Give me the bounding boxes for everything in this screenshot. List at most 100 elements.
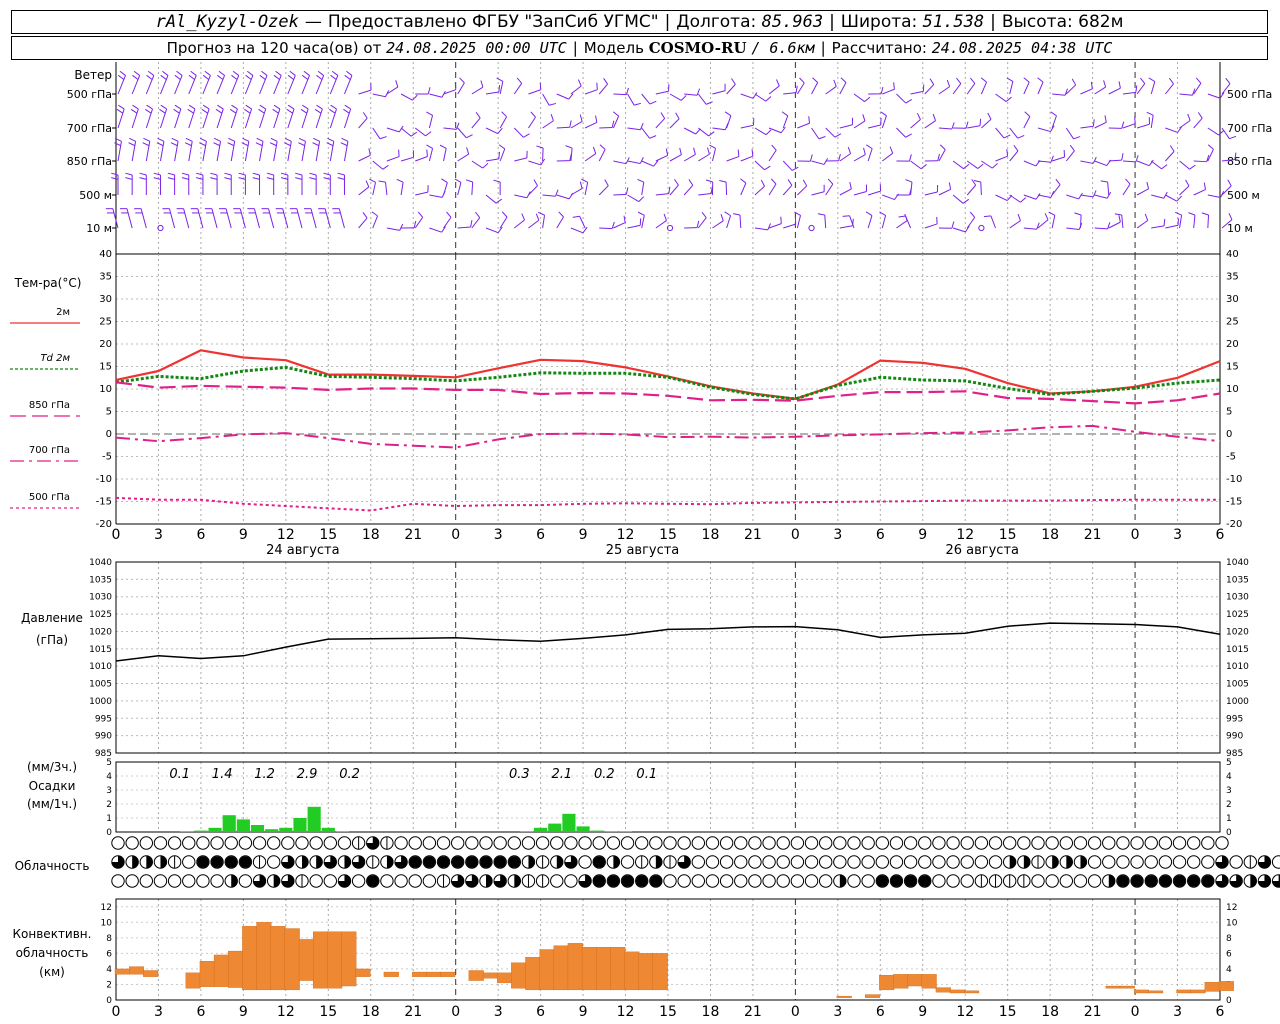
cloud-cover-symbol [621, 875, 634, 887]
wind-barb-feather [275, 70, 282, 76]
wind-barb-feather [129, 137, 136, 142]
wind-calm-marker [978, 224, 985, 232]
wind-barb [938, 86, 950, 95]
conv-cloud-bar [553, 945, 569, 991]
wind-barb-feather [1006, 77, 1014, 82]
wind-barb [485, 227, 499, 234]
cloud-cover-symbol [316, 855, 323, 869]
pressure-ytick: 1030 [89, 593, 112, 603]
cloud-cover-symbol [1017, 836, 1031, 850]
cloud-cover-symbol [1158, 855, 1173, 869]
wind-barb [1221, 185, 1232, 196]
wind-barb-feather [637, 211, 645, 216]
wind-barb-feather [695, 128, 701, 135]
cloud-cover-symbol [465, 836, 479, 850]
conv-xtick: 12 [956, 1004, 974, 1020]
wind-barb-feather [920, 164, 927, 170]
wind-barb [811, 191, 825, 196]
wind-barb-feather [114, 137, 122, 142]
precip-bar [576, 826, 590, 832]
temp-xtick: 21 [744, 527, 762, 543]
wind-barb [400, 156, 414, 162]
wind-barb-feather [242, 137, 250, 142]
wind-barb [216, 108, 224, 129]
wind-barb-feather [898, 215, 906, 218]
wind-barb [117, 108, 125, 129]
cloud-cover-symbol [1215, 874, 1229, 888]
cloud-cover-symbol [211, 856, 223, 868]
wind-barb [1094, 121, 1107, 129]
wind-barb-feather [337, 172, 345, 176]
cloud-cover-symbol [620, 855, 635, 869]
wind-barb [1193, 117, 1203, 129]
wind-barb [244, 75, 254, 95]
cloud-cover-symbol [182, 874, 196, 888]
wind-barb [1009, 81, 1014, 95]
conv-cloud-bar [1176, 989, 1192, 994]
wind-barb-feather [555, 189, 559, 197]
wind-barb [1108, 159, 1122, 162]
cloud-cover-symbol [1108, 874, 1115, 888]
cloud-cover-symbol [620, 836, 635, 850]
wind-barb-feather [369, 178, 376, 183]
wind-barb-feather [1055, 178, 1061, 186]
wind-barb [415, 191, 429, 196]
cloud-cover-symbol [790, 855, 805, 869]
wind-barb-feather [530, 111, 536, 118]
cloud-cover-symbol [932, 836, 946, 850]
wind-barb-feather [595, 115, 598, 123]
wind-barb-feather [611, 221, 615, 229]
cloud-cover-symbol [352, 855, 365, 869]
wind-barb [443, 89, 456, 95]
cloud-cover-symbol [1173, 875, 1186, 887]
wind-level-label-right: 850 гПа [1227, 155, 1272, 168]
wind-barb [641, 215, 645, 229]
cloud-cover-symbol [1215, 855, 1229, 869]
wind-barb-feather [653, 160, 659, 167]
cloud-cover-symbol [111, 836, 125, 850]
wind-barb-feather [362, 112, 368, 119]
wind-barb-feather [1048, 211, 1056, 216]
temp-ytick: 40 [99, 249, 112, 260]
wind-barb [570, 188, 583, 196]
precip-bar [250, 825, 265, 832]
cloud-cover-symbol [132, 855, 139, 869]
wind-barb-feather [495, 198, 503, 204]
wind-barb [443, 148, 447, 162]
wind-barb-feather [493, 179, 501, 183]
wind-barb-feather [497, 226, 503, 233]
cloud-cover-symbol [366, 836, 379, 850]
temp-axis-title: Тем-ра(°C) [14, 276, 82, 290]
wind-barb-feather [480, 80, 484, 88]
cloud-cover-symbol [818, 874, 833, 888]
cloud-cover-symbol [1073, 836, 1088, 850]
wind-barb [1221, 83, 1231, 95]
wind-barb-feather [1192, 88, 1196, 96]
wind-barb [400, 182, 404, 196]
cloud-cover-symbol [946, 855, 960, 869]
temp-xtick: 9 [918, 527, 927, 543]
wind-barb [358, 186, 370, 196]
wind-barb [882, 152, 894, 162]
wind-barb-feather [809, 154, 813, 162]
wind-barb-feather [454, 82, 457, 90]
wind-barb [1179, 185, 1190, 196]
wind-barb [126, 208, 133, 229]
wind-barb-feather [1121, 153, 1124, 161]
cloud-cover-symbol [1201, 836, 1215, 850]
wind-barb-feather [625, 87, 629, 95]
wind-barb [315, 75, 325, 95]
precip-frame [115, 761, 1221, 833]
wind-barb [174, 141, 179, 162]
conv-xtick: 3 [494, 1004, 503, 1020]
cloud-cover-symbol [210, 874, 224, 888]
temp-ytick-right: -20 [1226, 519, 1242, 530]
wind-barb-feather [261, 70, 268, 76]
wind-barb-feather [213, 137, 221, 142]
temp-ytick: 10 [99, 384, 112, 395]
cloud-cover-symbol [1002, 836, 1017, 850]
cloud-cover-symbol [904, 875, 917, 887]
wind-barb [471, 160, 484, 169]
precip-bar [265, 829, 279, 832]
cloud-cover-symbol [139, 836, 154, 850]
